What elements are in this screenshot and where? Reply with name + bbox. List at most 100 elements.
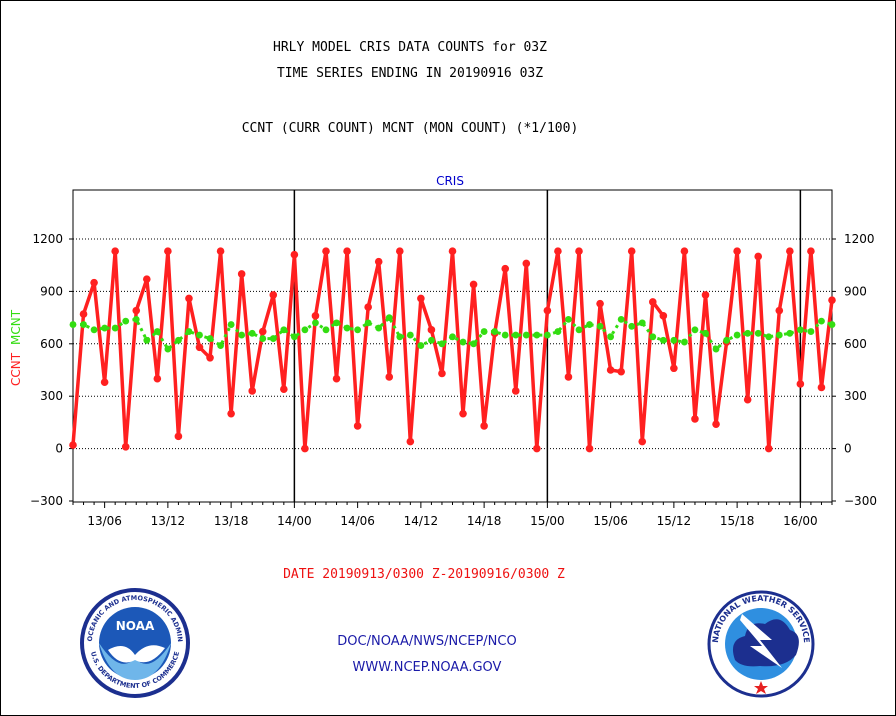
ccnt-point bbox=[638, 437, 647, 446]
y-tick-label-right: 600 bbox=[844, 337, 867, 351]
y-tick-label-left: 300 bbox=[40, 389, 63, 403]
mcnt-point bbox=[638, 319, 646, 327]
mcnt-point bbox=[449, 333, 456, 341]
ccnt-point bbox=[743, 395, 752, 404]
y-tick-label-right: 300 bbox=[844, 389, 867, 403]
x-tick-label: 15/06 bbox=[593, 514, 628, 528]
mcnt-point bbox=[227, 321, 235, 328]
ccnt-point bbox=[79, 310, 88, 318]
mcnt-point bbox=[428, 336, 435, 344]
mcnt-point bbox=[259, 335, 267, 342]
mcnt-point bbox=[396, 333, 404, 341]
day-dividers bbox=[293, 190, 802, 502]
ccnt-point bbox=[828, 296, 836, 304]
mcnt-point bbox=[206, 335, 214, 342]
panel-title: CRIS bbox=[436, 174, 464, 188]
mcnt-point bbox=[438, 340, 446, 348]
ccnt-point bbox=[322, 247, 330, 256]
mcnt-point bbox=[90, 326, 98, 334]
mcnt-point bbox=[290, 333, 298, 341]
mcnt-point bbox=[796, 326, 804, 334]
noaa-center-text: NOAA bbox=[116, 619, 155, 633]
ccnt-point bbox=[290, 250, 299, 259]
ccnt-point bbox=[648, 298, 657, 306]
mcnt-point bbox=[596, 322, 604, 330]
mcnt-point bbox=[744, 329, 752, 337]
mcnt-point bbox=[122, 317, 130, 325]
ccnt-point bbox=[364, 303, 372, 311]
series-group bbox=[69, 247, 836, 453]
mcnt-point bbox=[238, 331, 246, 339]
mcnt-point bbox=[333, 319, 340, 327]
ccnt-point bbox=[448, 247, 457, 256]
y-tick-label-right: 900 bbox=[844, 284, 867, 298]
ccnt-point bbox=[301, 444, 309, 453]
y-tick-label-right: 0 bbox=[844, 442, 852, 456]
mcnt-point bbox=[301, 326, 309, 334]
ccnt-point bbox=[501, 264, 510, 273]
ccnt-point bbox=[395, 247, 404, 256]
x-tick-label: 14/18 bbox=[467, 514, 502, 528]
mcnt-point bbox=[807, 328, 815, 335]
x-tick-label: 13/18 bbox=[214, 514, 249, 528]
mcnt-point bbox=[111, 324, 119, 332]
mcnt-point bbox=[406, 331, 414, 339]
ccnt-point bbox=[427, 326, 436, 334]
ccnt-point bbox=[712, 420, 720, 428]
ccnt-point bbox=[174, 432, 183, 441]
mcnt-point bbox=[459, 338, 467, 346]
ccnt-point bbox=[153, 374, 162, 383]
chart-subtitle: CCNT (CURR COUNT) MCNT (MON COUNT) (*1/1… bbox=[242, 121, 579, 136]
ccnt-point bbox=[195, 343, 204, 352]
website-link[interactable]: WWW.NCEP.NOAA.GOV bbox=[353, 660, 502, 675]
mcnt-point bbox=[554, 328, 562, 335]
x-axis: 13/06 13/12 13/18 14/00 14/06 14/12 14/18 15/00… bbox=[72, 502, 833, 528]
ccnt-point bbox=[533, 444, 541, 453]
ccnt-point bbox=[459, 409, 467, 418]
ccnt-point bbox=[564, 373, 573, 381]
mcnt-point bbox=[217, 342, 224, 349]
ccnt-point bbox=[701, 291, 710, 299]
y-tick-label-left: −300 bbox=[30, 494, 63, 508]
noaa-ring-top-text: NATIONAL OCEANIC AND ATMOSPHERIC ADMINIS… bbox=[0, 0, 184, 644]
mcnt-point bbox=[196, 331, 203, 339]
ccnt-point bbox=[796, 380, 805, 388]
mcnt-point bbox=[533, 331, 541, 339]
x-tick-label: 15/00 bbox=[530, 514, 565, 528]
ccnt-point bbox=[480, 422, 488, 430]
ccnt-point bbox=[353, 422, 362, 430]
org-label: DOC/NOAA/NWS/NCEP/NCO bbox=[337, 634, 516, 649]
ccnt-point bbox=[417, 294, 425, 303]
mcnt-point bbox=[248, 329, 256, 337]
mcnt-point bbox=[322, 326, 330, 334]
mcnt-point bbox=[712, 345, 720, 353]
mcnt-point bbox=[153, 328, 161, 335]
mcnt-point bbox=[132, 315, 140, 323]
mcnt-point bbox=[354, 326, 362, 334]
ccnt-point bbox=[807, 247, 815, 256]
mcnt-point bbox=[617, 315, 625, 323]
series-mcnt bbox=[69, 314, 836, 353]
x-tick-label: 16/00 bbox=[783, 514, 818, 528]
ccnt-point bbox=[733, 247, 741, 256]
mcnt-point bbox=[312, 319, 319, 327]
mcnt-point bbox=[185, 328, 193, 335]
ccnt-point bbox=[311, 312, 320, 320]
ccnt-point bbox=[469, 280, 478, 289]
series-ccnt bbox=[69, 247, 836, 453]
ccnt-point bbox=[775, 306, 784, 315]
mcnt-point bbox=[754, 329, 762, 337]
mcnt-point bbox=[101, 324, 109, 332]
mcnt-point bbox=[586, 321, 593, 328]
ccnt-point bbox=[343, 247, 351, 256]
lightning-icon bbox=[740, 614, 782, 668]
ccnt-point bbox=[185, 294, 193, 303]
mcnt-point bbox=[607, 333, 615, 341]
y-tick-label-right: 1200 bbox=[844, 232, 875, 246]
ccnt-point bbox=[227, 409, 235, 418]
mcnt-point bbox=[280, 326, 288, 334]
y-axis-label-ccnt: CCNT bbox=[9, 352, 23, 386]
ccnt-point bbox=[754, 252, 763, 261]
mcnt-point bbox=[343, 324, 351, 332]
mcnt-point bbox=[681, 338, 688, 346]
